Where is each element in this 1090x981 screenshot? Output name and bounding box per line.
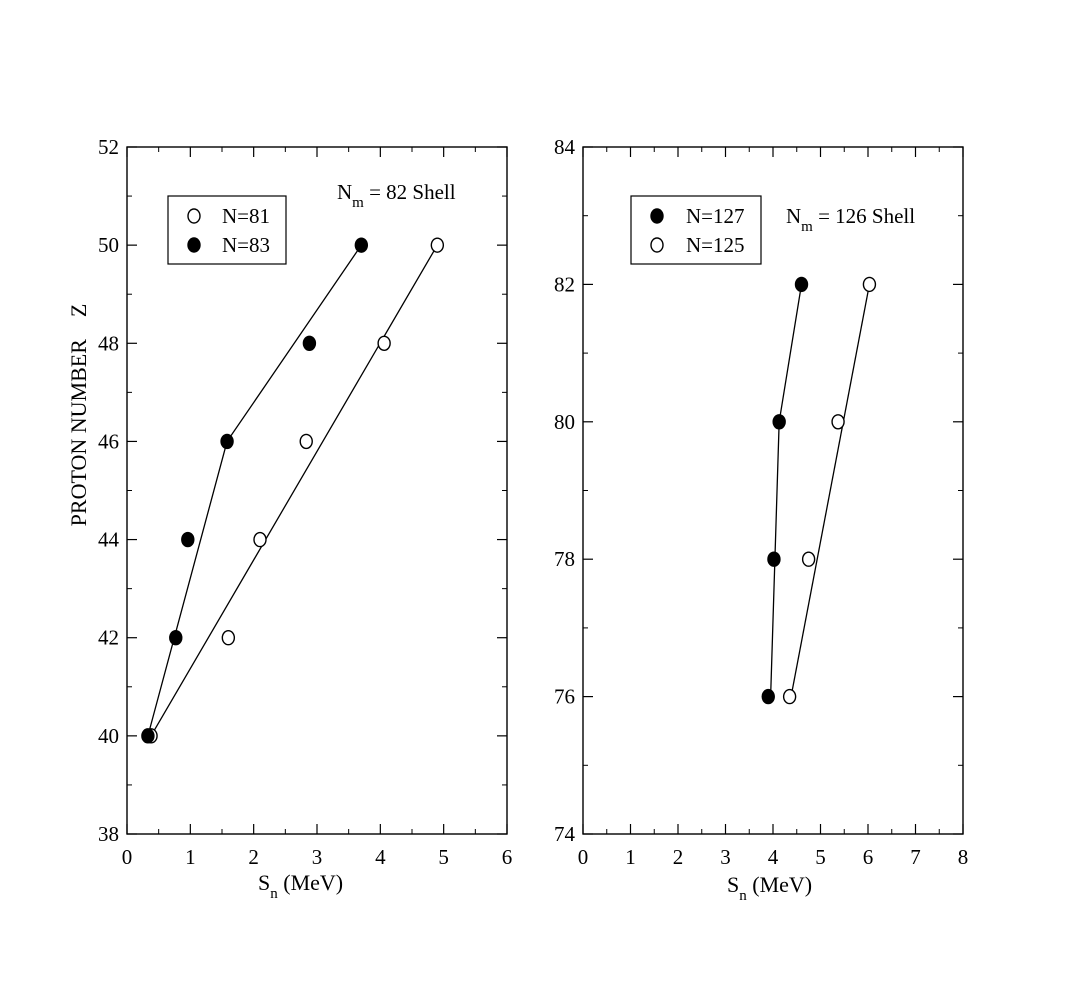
legend-label: N=83 [222,233,270,257]
x-tick-label: 0 [122,845,133,869]
y-tick-label: 84 [554,135,576,159]
open-circle-marker [253,531,267,548]
x-tick-label: 6 [502,845,513,869]
y-tick-label: 40 [98,724,119,748]
legend-label: N=127 [686,204,745,228]
y-tick-label: 44 [98,528,120,552]
x-tick-label: 2 [248,845,259,869]
legend-label: N=125 [686,233,745,257]
filled-circle-marker [354,237,369,253]
filled-circle-marker [767,551,781,567]
y-tick-label: 80 [554,410,575,434]
y-tick-label: 82 [554,272,575,296]
x-tick-label: 4 [768,845,779,869]
legend-box [630,195,762,265]
legend-marker [187,237,201,253]
legend-marker [650,208,664,224]
open-circle-marker [377,335,391,351]
x-axis-title: Sn (MeV) [258,870,343,902]
shell-annotation: Nm = 82 Shell [337,180,456,211]
filled-circle-marker [302,335,317,351]
filled-circle-marker [794,276,809,293]
x-tick-label: 2 [673,845,684,869]
filled-circle-marker [181,531,195,548]
y-tick-label: 46 [98,429,119,453]
y-tick-label: 74 [554,822,576,846]
x-tick-label: 0 [578,845,589,869]
filled-circle-marker [141,728,155,744]
y-tick-label: 38 [98,822,119,846]
x-tick-label: 5 [815,845,826,869]
y-tick-label: 42 [98,626,119,650]
filled-circle-marker [220,433,234,450]
open-circle-marker [221,630,236,646]
y-tick-label: 78 [554,547,575,571]
legend-box [167,195,287,265]
shell-annotation: Nm = 126 Shell [786,204,915,235]
series-line [790,284,871,697]
filled-circle-marker [169,630,183,646]
series-line [150,244,438,737]
open-circle-marker [862,276,877,293]
x-tick-label: 3 [312,845,323,869]
y-tick-label: 50 [98,233,119,257]
legend-marker [650,237,664,253]
y-axis-title: PROTON NUMBER Z [66,304,91,527]
y-tick-label: 52 [98,135,119,159]
open-circle-marker [299,433,313,450]
x-tick-label: 6 [863,845,874,869]
x-tick-label: 1 [185,845,196,869]
open-circle-marker [831,414,845,430]
open-circle-marker [782,688,797,705]
y-tick-label: 76 [554,685,575,709]
x-tick-label: 3 [720,845,731,869]
x-tick-label: 1 [625,845,636,869]
legend-marker [187,208,201,224]
left-panel: 0 1 2 3 4 5 6 38 40 42 44 46 48 50 52 N=81 N=83 Nm = 82 S… [66,135,512,902]
x-tick-label: 5 [438,845,449,869]
x-tick-label: 8 [958,845,969,869]
open-circle-marker [801,551,816,567]
filled-circle-marker [772,414,786,430]
x-axis-title: Sn (MeV) [727,872,812,904]
series-line [147,244,362,737]
open-circle-marker [430,237,445,253]
series-line [769,284,803,697]
x-tick-label: 4 [375,845,386,869]
legend-label: N=81 [222,204,270,228]
y-tick-label: 48 [98,331,119,355]
filled-circle-marker [761,688,775,705]
x-tick-label: 7 [910,845,921,869]
